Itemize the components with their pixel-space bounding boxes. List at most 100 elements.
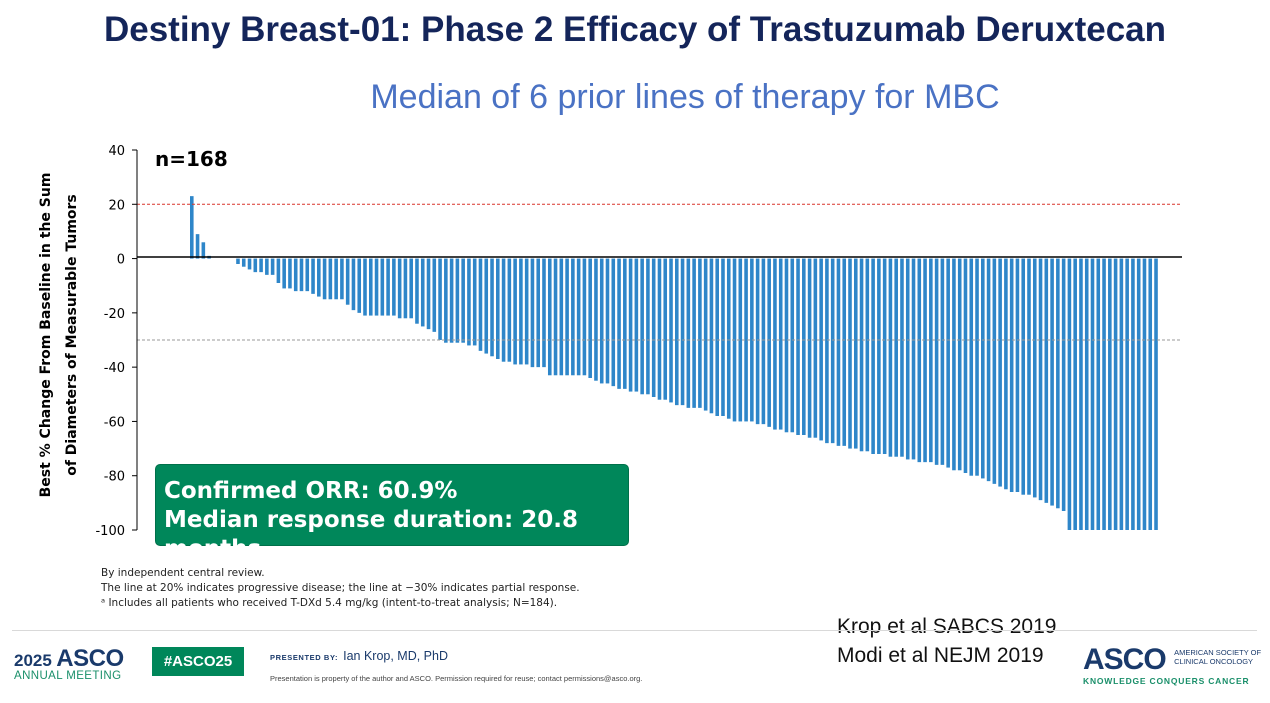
bar-patient-163 [1125, 258, 1129, 530]
bar-patient-61 [536, 258, 541, 368]
bar-patient-89 [698, 258, 702, 408]
footnote-3: ᵃ Includes all patients who received T-D… [101, 597, 558, 609]
bar-patient-118 [865, 258, 870, 452]
bar-patient-1 [190, 196, 194, 259]
bar-patient-78 [634, 258, 639, 392]
bar-patient-98 [750, 258, 754, 422]
bar-patient-166 [1142, 258, 1147, 530]
bar-patient-129 [929, 258, 933, 463]
y-tick-label: -20 [104, 307, 125, 322]
bar-patient-50 [472, 258, 477, 346]
bar-patient-131 [940, 258, 945, 465]
n-label: n=168 [155, 147, 228, 171]
bar-patient-97 [744, 258, 748, 422]
bar-patient-49 [467, 258, 471, 346]
bar-patient-23 [317, 258, 321, 297]
waterfall-chart: 40 20 0 -20 -40 -60 -80 -100 n=168 [95, 144, 1182, 539]
bar-patient-99 [755, 258, 760, 425]
bar-patient-60 [530, 258, 535, 368]
y-axis-label-line2: of Diameters of Measurable Tumors [64, 194, 80, 476]
y-axis-label: Best % Change From Baseline in the Sum o… [38, 173, 80, 498]
bar-patient-121 [882, 258, 887, 454]
bar-patient-12 [253, 258, 258, 273]
bar-patient-116 [853, 258, 858, 449]
bar-patient-147 [1032, 258, 1037, 498]
bar-patient-21 [305, 258, 310, 292]
bar-patient-105 [790, 258, 795, 433]
bar-patient-103 [778, 258, 783, 430]
annual-meeting-logo: 2025 ASCO ANNUAL MEETING [14, 645, 124, 682]
bar-patient-96 [738, 258, 743, 422]
bar-patient-57 [513, 258, 517, 365]
bar-patient-39 [409, 258, 413, 319]
bar-patient-122 [888, 258, 893, 457]
asco-society-line2: CLINICAL ONCOLOGY [1174, 657, 1254, 666]
bar-patient-83 [663, 258, 668, 400]
bar-patient-77 [628, 258, 633, 392]
bar-patient-81 [651, 258, 656, 397]
bar-patient-72 [599, 258, 604, 384]
bar-patient-66 [565, 258, 569, 376]
permission-notice: Presentation is property of the author a… [270, 674, 643, 683]
asco-logo: ASCO AMERICAN SOCIETY OF CLINICAL ONCOLO… [1083, 643, 1261, 686]
bar-patient-119 [871, 258, 875, 454]
bar-patient-79 [640, 258, 644, 395]
bar-patient-18 [288, 258, 292, 289]
y-tick-label: -80 [104, 470, 125, 485]
bar-patient-82 [657, 258, 662, 400]
y-axis-label-line1: Best % Change From Baseline in the Sum [38, 173, 54, 498]
bar-patient-29 [351, 258, 356, 311]
bar-patient-125 [905, 258, 910, 460]
bar-patient-63 [547, 258, 552, 376]
y-tick-label: 0 [117, 253, 125, 268]
bar-patient-70 [588, 258, 592, 378]
bar-patient-53 [490, 258, 494, 357]
bar-patient-135 [963, 258, 968, 473]
bar-patient-148 [1038, 258, 1043, 501]
bar-patient-152 [1061, 258, 1066, 511]
bar-patient-90 [703, 258, 708, 411]
bar-patient-102 [773, 258, 777, 430]
bar-patient-137 [975, 258, 979, 476]
reference-1: Krop et al SABCS 2019 [837, 615, 1057, 638]
bar-patient-74 [611, 258, 616, 387]
bar-patient-110 [819, 258, 823, 441]
asco-society-name: AMERICAN SOCIETY OF CLINICAL ONCOLOGY [1174, 648, 1261, 666]
bar-patient-156 [1084, 258, 1089, 530]
bar-patient-17 [282, 258, 286, 289]
bar-patient-149 [1044, 258, 1049, 503]
bar-patient-124 [900, 258, 904, 457]
bar-patient-75 [617, 258, 621, 389]
bar-patient-115 [848, 258, 852, 449]
bar-patient-2 [195, 234, 200, 259]
bar-patient-9 [236, 258, 240, 264]
bar-patient-153 [1067, 258, 1072, 530]
bar-patient-113 [836, 258, 841, 446]
bar-patient-94 [726, 258, 731, 419]
bar-patient-108 [807, 258, 812, 438]
bar-patient-31 [363, 258, 367, 316]
bar-patient-106 [796, 258, 800, 435]
footnote-2: The line at 20% indicates progressive di… [101, 582, 580, 594]
bar-patient-132 [946, 258, 950, 468]
bar-patient-32 [368, 258, 373, 316]
presenter-name: Ian Krop, MD, PhD [343, 649, 448, 663]
bar-patient-134 [957, 258, 962, 471]
y-tick-label: 40 [108, 144, 125, 159]
bar-patient-159 [1102, 258, 1106, 530]
bar-patient-64 [553, 258, 558, 376]
bar-patient-44 [438, 258, 442, 340]
bar-patient-112 [830, 258, 835, 444]
bar-patient-20 [299, 258, 304, 292]
bar-patient-126 [911, 258, 916, 460]
bar-patient-130 [934, 258, 939, 465]
bar-patient-167 [1148, 258, 1153, 530]
bar-patient-15 [270, 258, 275, 275]
orr-text: Confirmed ORR: 60.9% [164, 478, 458, 504]
response-duration-text: Median response duration: 20.8 months [164, 507, 579, 562]
bar-patient-27 [340, 258, 344, 300]
bar-patient-150 [1050, 258, 1054, 506]
bar-patient-128 [923, 258, 927, 463]
bar-patient-30 [357, 258, 362, 313]
bar-patient-91 [709, 258, 714, 414]
